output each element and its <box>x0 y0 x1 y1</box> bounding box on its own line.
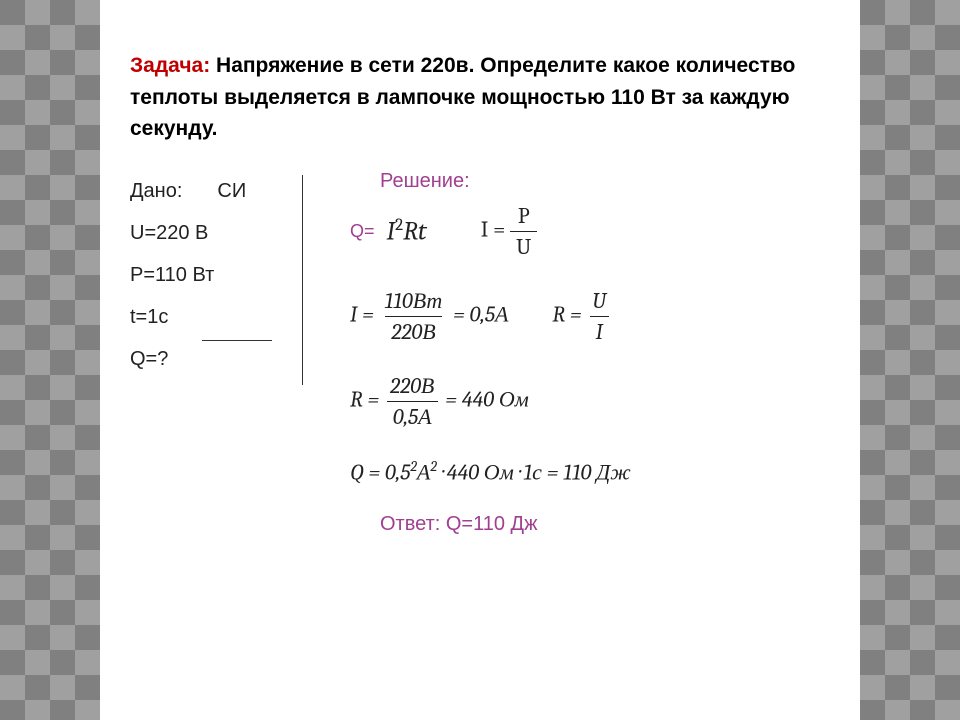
i-calc-result: = 0,5А <box>453 301 508 327</box>
formula-row-2: I = 110Вт 220В = 0,5А R = U I <box>350 288 830 345</box>
formula-row-3: R = 220В 0,5А = 440 Ом <box>350 373 830 430</box>
q-equals-label: Q= <box>350 221 375 242</box>
given-label-si: СИ <box>217 170 246 212</box>
solution-column: Решение: Q= I2Rt I = P U <box>350 170 830 536</box>
frac-num-u: U <box>586 288 612 316</box>
i-calc-lhs: I = <box>350 301 374 327</box>
problem-label: Задача: <box>130 54 210 77</box>
i-symbol: I <box>387 216 396 246</box>
q-calc-a: А <box>417 459 430 485</box>
given-label-dano: Дано: <box>130 170 182 212</box>
horizontal-divider <box>202 340 272 341</box>
vertical-divider <box>302 175 303 385</box>
q-calc-rest: · 440 Ом · 1с = 110 Дж <box>437 459 631 485</box>
fraction-110-220: 110Вт 220В <box>379 288 449 345</box>
r-calc: R = 220В 0,5А = 440 Ом <box>350 373 529 430</box>
main-content: Задача: Напряжение в сети 220в. Определи… <box>100 0 860 720</box>
problem-statement: Задача: Напряжение в сети 220в. Определи… <box>130 50 830 145</box>
i-lhs: I <box>481 216 489 242</box>
given-t: t=1с <box>130 296 320 338</box>
formula-i2rt: I2Rt <box>387 216 427 247</box>
rt-symbol: Rt <box>403 216 427 246</box>
body-columns: Дано: СИ U=220 В P=110 Вт t=1с Q=? Решен… <box>130 170 830 536</box>
fraction-220-05: 220В 0,5А <box>384 373 440 430</box>
formula-row-1: Q= I2Rt I = P U <box>350 203 830 260</box>
q-calc-prefix: Q = 0,5 <box>350 459 410 485</box>
r-lhs: R = <box>552 301 581 327</box>
given-column: Дано: СИ U=220 В P=110 Вт t=1с Q=? <box>130 170 320 380</box>
frac-den-i: I <box>590 316 609 345</box>
formula-i-eq-p-over-u: I = P U <box>481 203 538 260</box>
i-calc: I = 110Вт 220В = 0,5А <box>350 288 508 345</box>
given-header-row: Дано: СИ <box>130 170 320 212</box>
fraction-u-i: U I <box>586 288 612 345</box>
fraction-p-u: P U <box>510 203 537 260</box>
given-p: P=110 Вт <box>130 254 320 296</box>
left-decor-pattern <box>0 0 100 720</box>
formula-row-4: Q = 0,52А2 · 440 Ом · 1с = 110 Дж <box>350 458 830 485</box>
r-calc-result: = 440 Ом <box>445 386 529 412</box>
r-calc-lhs: R = <box>350 386 379 412</box>
given-u: U=220 В <box>130 212 320 254</box>
answer-line: Ответ: Q=110 Дж <box>380 513 830 536</box>
right-decor-pattern <box>860 0 960 720</box>
frac-num-220: 220В <box>384 373 440 401</box>
frac-num-110: 110Вт <box>379 288 449 316</box>
solution-label: Решение: <box>380 170 830 193</box>
frac-den-220: 220В <box>385 316 441 345</box>
q-calc: Q = 0,52А2 · 440 Ом · 1с = 110 Дж <box>350 458 631 485</box>
r-eq-u-over-i: R = U I <box>552 288 612 345</box>
given-q: Q=? <box>130 338 320 380</box>
frac-num-p: P <box>512 203 536 231</box>
problem-text: Напряжение в сети 220в. Определите какое… <box>130 54 795 140</box>
frac-den-05: 0,5А <box>387 401 438 430</box>
frac-den-u: U <box>510 231 537 260</box>
